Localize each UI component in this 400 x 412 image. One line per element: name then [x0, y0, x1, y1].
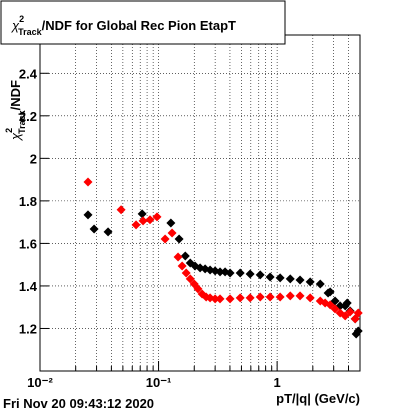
marker	[116, 205, 126, 215]
y-tick-label: 2.4	[19, 66, 38, 81]
title-sub: Track	[18, 27, 43, 37]
marker	[353, 326, 363, 336]
marker	[245, 293, 255, 303]
marker	[167, 228, 177, 238]
marker	[160, 234, 170, 244]
marker	[345, 307, 355, 317]
y-tick-label: 1.2	[19, 321, 37, 336]
marker	[185, 274, 195, 284]
y-label-text: /NDF	[8, 80, 23, 110]
marker	[210, 294, 220, 304]
marker	[193, 284, 203, 294]
title-text: /NDF for Global Rec Pion EtapT	[42, 18, 236, 33]
chart-title: χ2 Track/NDF for Global Rec Pion EtapT	[11, 14, 236, 37]
marker	[265, 272, 275, 282]
timestamp: Fri Nov 20 09:43:12 2020	[3, 396, 154, 411]
marker	[177, 261, 187, 271]
marker	[350, 314, 360, 324]
marker	[181, 268, 191, 278]
marker	[225, 294, 235, 304]
marker	[353, 308, 363, 318]
marker	[145, 215, 155, 225]
y-tick-label: 1.8	[19, 194, 37, 209]
marker	[295, 275, 305, 285]
marker	[275, 292, 285, 302]
marker	[83, 210, 93, 220]
y-tick-label: 1.4	[19, 279, 38, 294]
marker	[235, 293, 245, 303]
marker	[315, 279, 325, 289]
marker	[342, 298, 352, 308]
marker	[295, 291, 305, 301]
marker	[255, 270, 265, 280]
marker	[265, 292, 275, 302]
marker	[180, 251, 190, 261]
marker	[245, 269, 255, 279]
y-tick-label: 2.2	[19, 109, 37, 124]
y-axis-label: χ2 Track/NDF	[4, 80, 27, 141]
marker	[285, 291, 295, 301]
marker	[235, 268, 245, 278]
title-sup: 2	[19, 14, 24, 24]
marker	[215, 294, 225, 304]
marker	[305, 277, 315, 287]
marker	[152, 212, 162, 222]
marker	[89, 224, 99, 234]
y-tick-label: 2	[30, 151, 37, 166]
marker	[173, 252, 183, 262]
marker	[138, 216, 148, 226]
title-symbol: χ	[11, 18, 20, 33]
marker	[174, 234, 184, 244]
marker	[131, 220, 141, 230]
y-label-sub: Track	[17, 109, 27, 134]
x-tick-label: 10⁻²	[27, 375, 53, 390]
marker	[325, 287, 335, 297]
marker	[166, 218, 176, 228]
title-box	[0, 0, 286, 45]
marker	[285, 274, 295, 284]
marker	[103, 227, 113, 237]
x-axis-label: pT/|q| (GeV/c)	[276, 391, 360, 406]
y-tick-label: 1.6	[19, 236, 37, 251]
marker	[340, 311, 350, 321]
marker	[330, 304, 340, 314]
y-label-symbol: χ	[8, 132, 23, 141]
marker	[215, 267, 225, 277]
x-tick-label: 10⁻¹	[146, 375, 172, 390]
marker	[83, 177, 93, 187]
y-label-sup: 2	[4, 128, 14, 133]
marker	[137, 209, 147, 219]
plot-frame	[39, 34, 361, 372]
marker	[255, 292, 265, 302]
marker	[225, 268, 235, 278]
marker	[275, 273, 285, 283]
marker	[305, 293, 315, 303]
x-tick-label: 1	[274, 375, 281, 390]
